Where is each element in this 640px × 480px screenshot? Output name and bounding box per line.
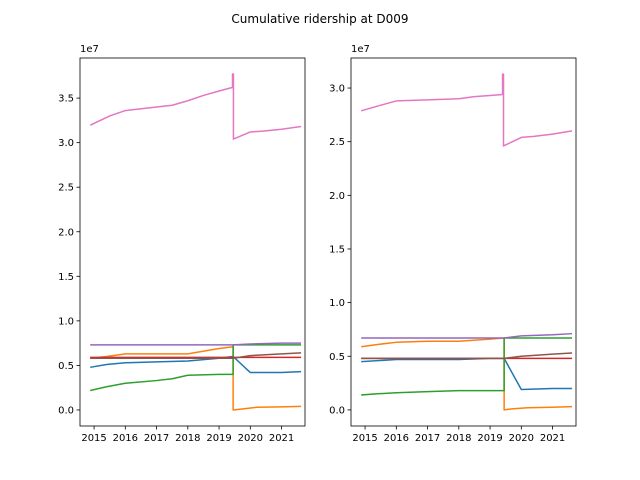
subplot-2: 2015 2016 2017 2018 2019 2020 2021 0.0 0.5 1.0 1.5… [329,44,577,444]
x-tick-label: 2016 [113,433,138,444]
x-tick-label: 2017 [415,433,440,444]
y-tick-label: 2.0 [58,227,74,238]
x-tick-label: 2019 [206,433,231,444]
series-line-1 [90,355,302,374]
x-tick-label: 2017 [144,433,169,444]
x-tick-label: 2021 [540,433,565,444]
axes-frame [79,57,306,427]
y-tick-label: 1.5 [58,272,74,283]
x-tick-label: 2020 [238,433,263,444]
x-tick-label: 2015 [352,433,377,444]
y-tick-label: 2.0 [329,191,345,202]
series-line-5 [361,332,573,339]
axes-frame [350,57,577,427]
y-tick-label: 3.5 [58,94,74,105]
x-tick-label: 2018 [175,433,200,444]
y-tick-label: 0.0 [58,405,74,416]
y-tick-label: 2.5 [329,137,345,148]
series-line-2 [90,345,302,411]
x-tick-label: 2019 [477,433,502,444]
y-offset-label: 1e7 [351,44,370,55]
y-tick-label: 2.5 [58,183,74,194]
series-line-6 [361,352,573,360]
x-tick-label: 2021 [269,433,294,444]
x-tick-label: 2018 [446,433,471,444]
y-tick-label: 1.5 [329,244,345,255]
y-tick-label: 3.0 [329,84,345,95]
series-line-3 [90,344,302,392]
series-line-6 [90,352,302,360]
subplot-1: 2015 2016 2017 2018 2019 2020 2021 0.0 0.5 1.0 1.5… [58,44,306,444]
y-tick-label: 0.5 [58,361,74,372]
series-line-7 [89,73,302,140]
series-line-5 [90,342,302,346]
series-line-3 [361,337,573,396]
y-tick-label: 0.0 [329,405,345,416]
x-tick-label: 2020 [509,433,534,444]
y-tick-label: 1.0 [329,298,345,309]
series-line-7 [361,73,573,147]
figure-title: Cumulative ridership at D009 [231,12,408,26]
x-tick-label: 2015 [81,433,106,444]
y-tick-label: 3.0 [58,138,74,149]
y-offset-label: 1e7 [80,44,99,55]
y-tick-label: 0.5 [329,352,345,363]
y-tick-label: 1.0 [58,316,74,327]
x-tick-label: 2016 [384,433,409,444]
subplots: 2015 2016 2017 2018 2019 2020 2021 0.0 0.5 1.0 1.5… [58,44,577,444]
